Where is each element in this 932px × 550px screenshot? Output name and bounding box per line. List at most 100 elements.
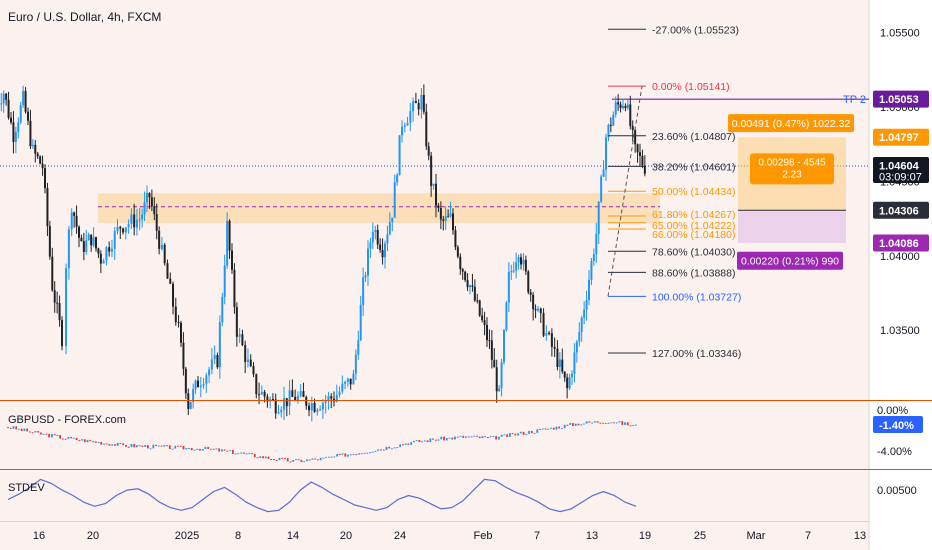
candle-body bbox=[108, 247, 111, 252]
gbp-candle bbox=[212, 448, 215, 450]
gbp-candle bbox=[284, 458, 286, 460]
candle-body bbox=[330, 396, 333, 399]
gbp-candle bbox=[596, 421, 599, 423]
gbp-candle bbox=[251, 453, 253, 455]
demand-zone-rect bbox=[98, 193, 660, 224]
gbp-candle bbox=[289, 461, 292, 463]
candle-body bbox=[310, 402, 313, 411]
fibonacci-retracement[interactable]: -27.00% (1.05523) 0.00% (1.05141) 23.60% (… bbox=[607, 24, 741, 360]
candle-body bbox=[379, 244, 382, 251]
candle-body bbox=[39, 156, 42, 164]
candle-body bbox=[452, 213, 454, 231]
gbp-candle bbox=[119, 442, 122, 444]
candle-body bbox=[302, 391, 305, 397]
tp-label: TP 2 bbox=[843, 94, 866, 106]
gbp-candle bbox=[418, 440, 421, 443]
candle-body bbox=[590, 261, 593, 280]
fib-level-label: 65.00% (1.04222) bbox=[652, 220, 735, 232]
gbp-candle bbox=[330, 456, 333, 458]
gbp-candle bbox=[127, 446, 130, 448]
candle-body bbox=[597, 201, 600, 234]
price-tag-entry bbox=[873, 128, 929, 146]
candle-body bbox=[393, 182, 396, 218]
candle-body bbox=[122, 228, 125, 233]
gbp-candle bbox=[72, 437, 75, 439]
time-tick-label: 13 bbox=[586, 530, 598, 542]
gbp-candle bbox=[234, 453, 237, 455]
candle-body bbox=[532, 294, 535, 310]
candle-body bbox=[51, 256, 54, 291]
candle-body bbox=[263, 391, 266, 397]
gbp-candle bbox=[533, 432, 536, 434]
time-tick-label: 24 bbox=[394, 530, 406, 542]
gbp-candle bbox=[240, 452, 243, 454]
gbp-candle bbox=[426, 440, 429, 443]
candle-body bbox=[568, 377, 571, 389]
gbp-candle bbox=[465, 436, 467, 438]
candle-body bbox=[634, 129, 637, 145]
gbp-candle bbox=[166, 445, 168, 447]
candle-body bbox=[558, 359, 561, 368]
candle-body bbox=[464, 271, 467, 281]
gbp-candle bbox=[615, 422, 618, 424]
gbp-candle bbox=[470, 436, 473, 438]
price-axis-background[interactable] bbox=[869, 0, 932, 550]
candle-body bbox=[41, 163, 44, 169]
candle-body bbox=[44, 168, 46, 189]
candle-body bbox=[102, 260, 105, 264]
candle-body bbox=[512, 270, 515, 272]
gbp-candle bbox=[481, 436, 484, 439]
gbp-candle bbox=[229, 449, 232, 451]
candle-body bbox=[174, 306, 177, 323]
candle-body bbox=[285, 398, 288, 407]
gbp-candle bbox=[42, 433, 45, 435]
candle-body bbox=[12, 122, 15, 142]
candle-body bbox=[367, 248, 369, 276]
candle-body bbox=[221, 296, 224, 323]
candle-body bbox=[592, 254, 595, 262]
candle-body bbox=[486, 324, 488, 341]
gbp-candle bbox=[218, 448, 221, 452]
candle-body bbox=[14, 132, 17, 142]
gbp-candle bbox=[478, 436, 481, 439]
gbp-candle bbox=[519, 431, 522, 434]
gbp-candle bbox=[580, 424, 583, 426]
candle-body bbox=[19, 105, 22, 123]
candle-body bbox=[202, 384, 205, 386]
position-tool-layer[interactable]: TP 2 0.00491 (0.47%) 1022.32 0.00298 - 454… bbox=[612, 94, 869, 270]
gbp-candle bbox=[70, 436, 72, 439]
gbp-candle bbox=[577, 423, 580, 426]
gbp-candle bbox=[86, 439, 89, 443]
gbp-candle bbox=[467, 436, 470, 438]
gbp-candle bbox=[177, 445, 179, 447]
gbp-candle bbox=[23, 428, 26, 432]
candle-body bbox=[595, 233, 598, 255]
gbp-candle bbox=[434, 439, 437, 441]
gbpusd-title: GBPUSD - FOREX.com bbox=[8, 414, 126, 426]
target-box-label: 0.00491 (0.47%) 1022.32 bbox=[732, 118, 851, 130]
time-axis[interactable]: 16 20 2025 8 14 20 24 Feb 7 13 19 25 Mar 7 13 bbox=[33, 530, 866, 542]
candle-body bbox=[271, 398, 274, 400]
gbp-candle bbox=[618, 421, 621, 423]
gbp-candle bbox=[388, 446, 391, 449]
candle-body bbox=[500, 362, 503, 389]
gbp-candle bbox=[149, 448, 152, 450]
candle-body bbox=[283, 398, 286, 410]
fib-level-label: 78.60% (1.04030) bbox=[652, 246, 735, 258]
candle-body bbox=[133, 214, 136, 228]
gbp-last-tag bbox=[873, 416, 923, 433]
price-tag-label: 1.05053 bbox=[879, 94, 919, 106]
gbp-candle bbox=[262, 456, 264, 459]
gbp-candle bbox=[215, 448, 218, 450]
gbp-candle bbox=[506, 434, 509, 437]
candle-body bbox=[119, 226, 122, 229]
gbp-candle bbox=[338, 454, 341, 456]
candle-body bbox=[498, 388, 501, 392]
countdown-label: 03:09:07 bbox=[879, 171, 922, 183]
candle-body bbox=[602, 169, 605, 177]
candle-body bbox=[335, 394, 338, 402]
candle-body bbox=[605, 137, 607, 170]
gbp-candle bbox=[237, 453, 240, 455]
candle-body bbox=[617, 102, 620, 105]
